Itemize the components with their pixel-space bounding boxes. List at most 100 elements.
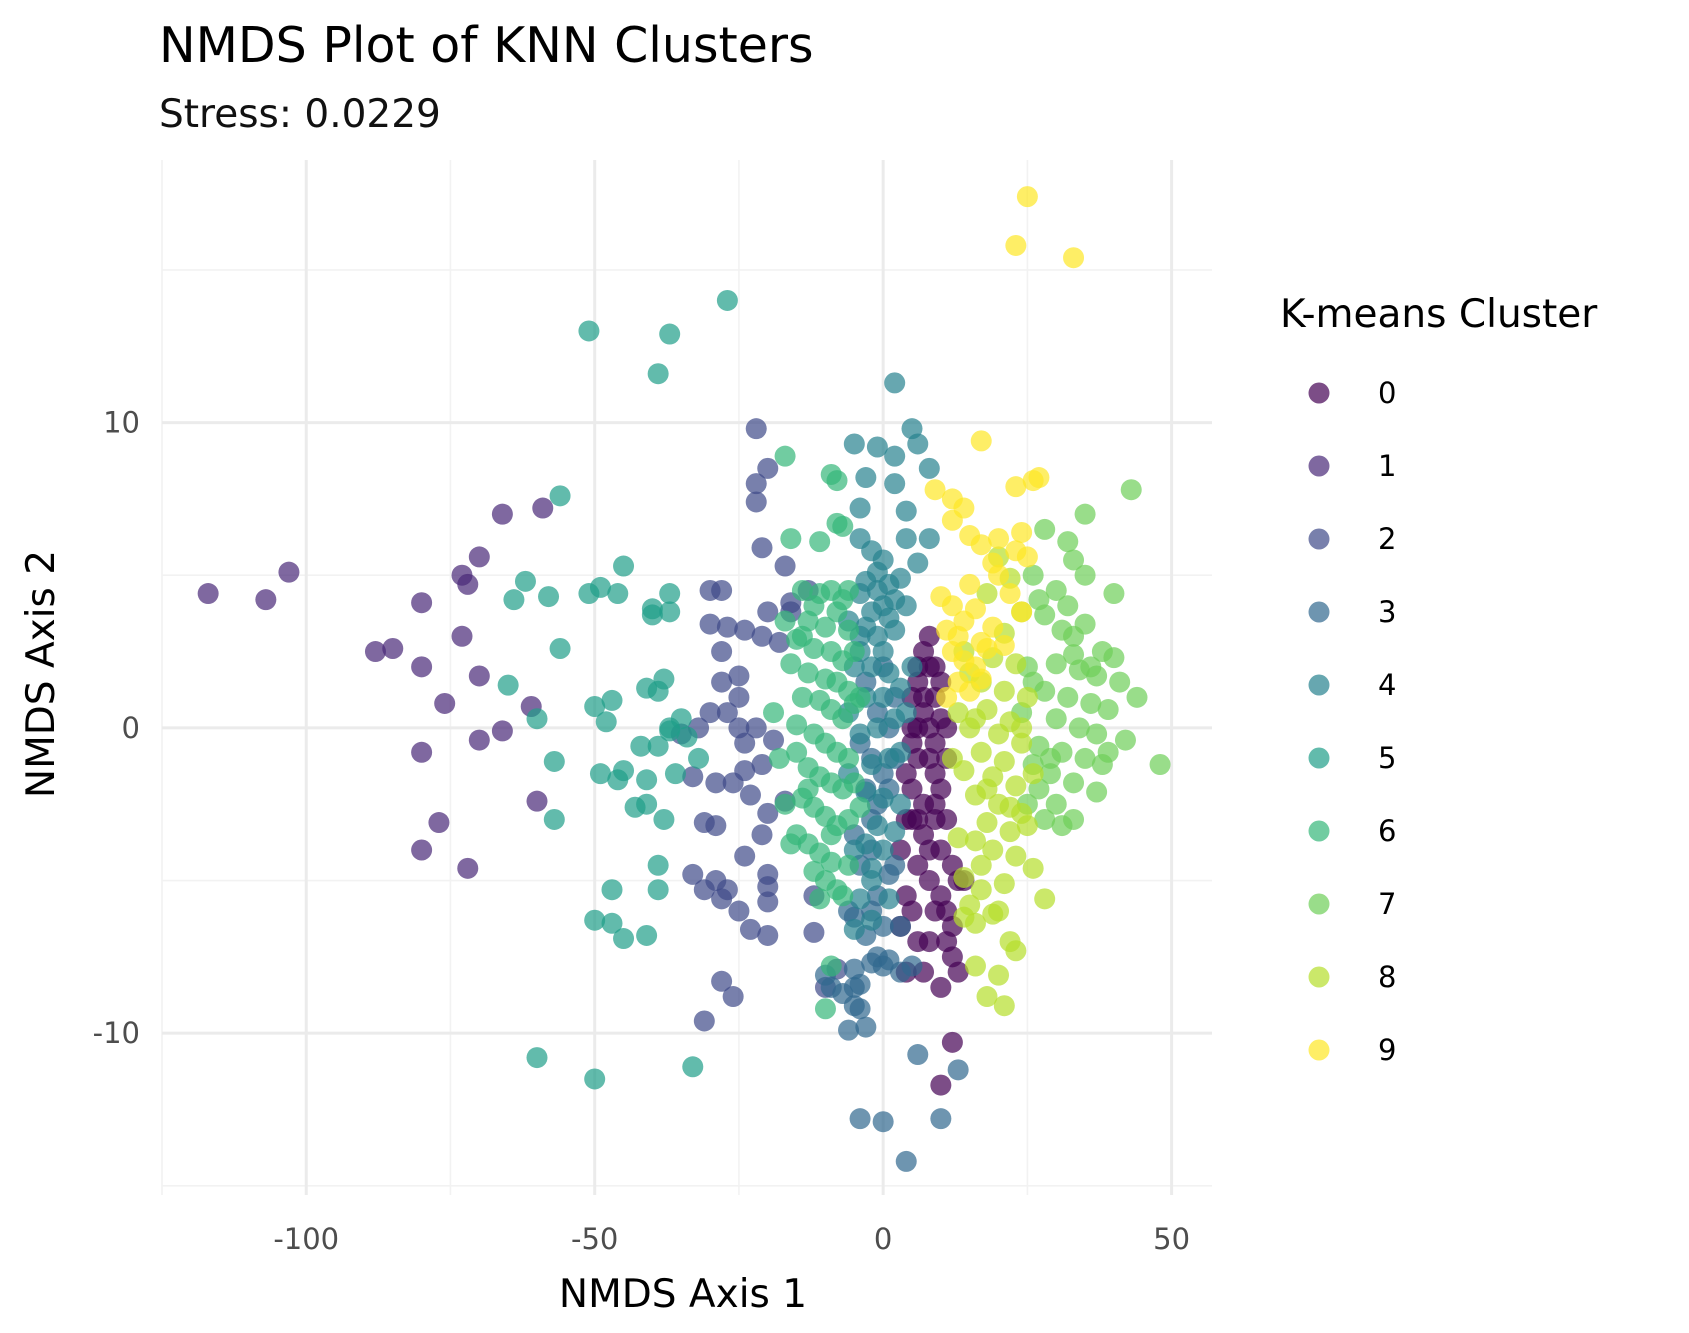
x-tick-label: 50 bbox=[1153, 1222, 1190, 1256]
data-point-cluster-7 bbox=[1045, 793, 1067, 815]
data-point-cluster-4 bbox=[843, 918, 865, 940]
data-point-cluster-9 bbox=[941, 509, 963, 531]
data-point-cluster-6 bbox=[838, 747, 860, 769]
data-point-cluster-9 bbox=[970, 668, 992, 690]
data-point-cluster-2 bbox=[774, 555, 796, 577]
data-point-cluster-7 bbox=[1068, 717, 1090, 739]
data-point-cluster-4 bbox=[889, 793, 911, 815]
data-point-cluster-8 bbox=[1011, 732, 1033, 754]
data-point-cluster-5 bbox=[664, 763, 686, 785]
data-point-cluster-8 bbox=[1005, 940, 1027, 962]
data-point-cluster-7 bbox=[1086, 781, 1108, 803]
data-point-cluster-4 bbox=[849, 497, 871, 519]
data-point-cluster-5 bbox=[578, 320, 600, 342]
data-point-cluster-7 bbox=[1045, 708, 1067, 730]
data-point-cluster-1 bbox=[428, 812, 450, 834]
data-point-cluster-0 bbox=[930, 708, 952, 730]
data-point-cluster-6 bbox=[826, 601, 848, 623]
data-point-cluster-5 bbox=[595, 711, 617, 733]
data-point-cluster-6 bbox=[780, 653, 802, 675]
data-point-cluster-4 bbox=[866, 717, 888, 739]
data-point-cluster-8 bbox=[993, 680, 1015, 702]
data-point-cluster-9 bbox=[936, 686, 958, 708]
data-point-cluster-8 bbox=[976, 583, 998, 605]
data-point-cluster-2 bbox=[699, 613, 721, 635]
data-point-cluster-3 bbox=[866, 946, 888, 968]
data-point-cluster-0 bbox=[918, 656, 940, 678]
data-point-cluster-5 bbox=[682, 1056, 704, 1078]
data-point-cluster-9 bbox=[1016, 186, 1038, 208]
data-point-cluster-3 bbox=[838, 1019, 860, 1041]
data-point-cluster-9 bbox=[982, 616, 1004, 638]
data-point-cluster-6 bbox=[797, 778, 819, 800]
data-point-cluster-7 bbox=[1074, 564, 1096, 586]
data-point-cluster-5 bbox=[647, 854, 669, 876]
data-point-cluster-7 bbox=[1149, 754, 1171, 776]
data-point-cluster-5 bbox=[636, 793, 658, 815]
legend-label-4: 4 bbox=[1378, 668, 1396, 702]
data-point-cluster-5 bbox=[659, 583, 681, 605]
data-point-cluster-6 bbox=[820, 955, 842, 977]
data-point-cluster-6 bbox=[849, 686, 871, 708]
data-point-cluster-2 bbox=[682, 766, 704, 788]
data-point-cluster-3 bbox=[849, 973, 871, 995]
data-point-cluster-7 bbox=[1045, 579, 1067, 601]
data-point-cluster-2 bbox=[734, 732, 756, 754]
data-point-cluster-5 bbox=[578, 583, 600, 605]
legend-key-3 bbox=[1308, 601, 1330, 623]
data-point-cluster-2 bbox=[693, 1010, 715, 1032]
data-point-cluster-8 bbox=[1005, 653, 1027, 675]
data-point-cluster-4 bbox=[872, 839, 894, 861]
data-point-cluster-7 bbox=[1034, 518, 1056, 540]
data-point-cluster-2 bbox=[711, 671, 733, 693]
data-point-cluster-5 bbox=[584, 909, 606, 931]
data-point-cluster-4 bbox=[878, 662, 900, 684]
data-point-cluster-9 bbox=[999, 583, 1021, 605]
data-point-cluster-4 bbox=[884, 619, 906, 641]
data-point-cluster-5 bbox=[497, 674, 519, 696]
data-point-cluster-6 bbox=[849, 796, 871, 818]
data-point-cluster-8 bbox=[1022, 857, 1044, 879]
data-point-cluster-8 bbox=[1005, 775, 1027, 797]
data-point-cluster-5 bbox=[647, 879, 669, 901]
data-point-cluster-3 bbox=[820, 976, 842, 998]
data-point-cluster-2 bbox=[734, 845, 756, 867]
data-point-cluster-2 bbox=[757, 891, 779, 913]
data-point-cluster-7 bbox=[1057, 595, 1079, 617]
data-point-cluster-6 bbox=[768, 747, 790, 769]
data-point-cluster-9 bbox=[1011, 521, 1033, 543]
data-point-cluster-6 bbox=[803, 595, 825, 617]
data-point-cluster-5 bbox=[659, 323, 681, 345]
data-point-cluster-2 bbox=[745, 473, 767, 495]
legend-label-0: 0 bbox=[1378, 376, 1396, 410]
legend-label-9: 9 bbox=[1378, 1033, 1396, 1067]
data-point-cluster-3 bbox=[849, 1108, 871, 1130]
data-point-cluster-4 bbox=[884, 821, 906, 843]
data-point-cluster-6 bbox=[832, 515, 854, 537]
data-point-cluster-1 bbox=[451, 625, 473, 647]
data-point-cluster-7 bbox=[1120, 479, 1142, 501]
data-point-cluster-4 bbox=[889, 567, 911, 589]
data-point-cluster-6 bbox=[843, 772, 865, 794]
data-point-cluster-1 bbox=[491, 720, 513, 742]
data-point-cluster-5 bbox=[688, 747, 710, 769]
data-point-cluster-2 bbox=[757, 457, 779, 479]
data-point-cluster-5 bbox=[636, 769, 658, 791]
data-point-cluster-7 bbox=[1034, 808, 1056, 830]
legend-key-5 bbox=[1308, 747, 1330, 769]
legend-items: 0 1 2 3 4 5 6 7 8 9 bbox=[1308, 376, 1396, 1067]
data-point-cluster-6 bbox=[838, 579, 860, 601]
data-point-cluster-4 bbox=[849, 888, 871, 910]
data-point-cluster-7 bbox=[1039, 747, 1061, 769]
data-point-cluster-8 bbox=[982, 839, 1004, 861]
data-point-cluster-4 bbox=[866, 436, 888, 458]
legend-key-1 bbox=[1308, 455, 1330, 477]
data-point-cluster-8 bbox=[1022, 763, 1044, 785]
data-point-cluster-6 bbox=[791, 686, 813, 708]
data-point-cluster-5 bbox=[601, 912, 623, 934]
data-point-cluster-4 bbox=[907, 552, 929, 574]
data-point-cluster-0 bbox=[936, 808, 958, 830]
data-point-cluster-7 bbox=[1109, 671, 1131, 693]
data-point-cluster-8 bbox=[999, 796, 1021, 818]
